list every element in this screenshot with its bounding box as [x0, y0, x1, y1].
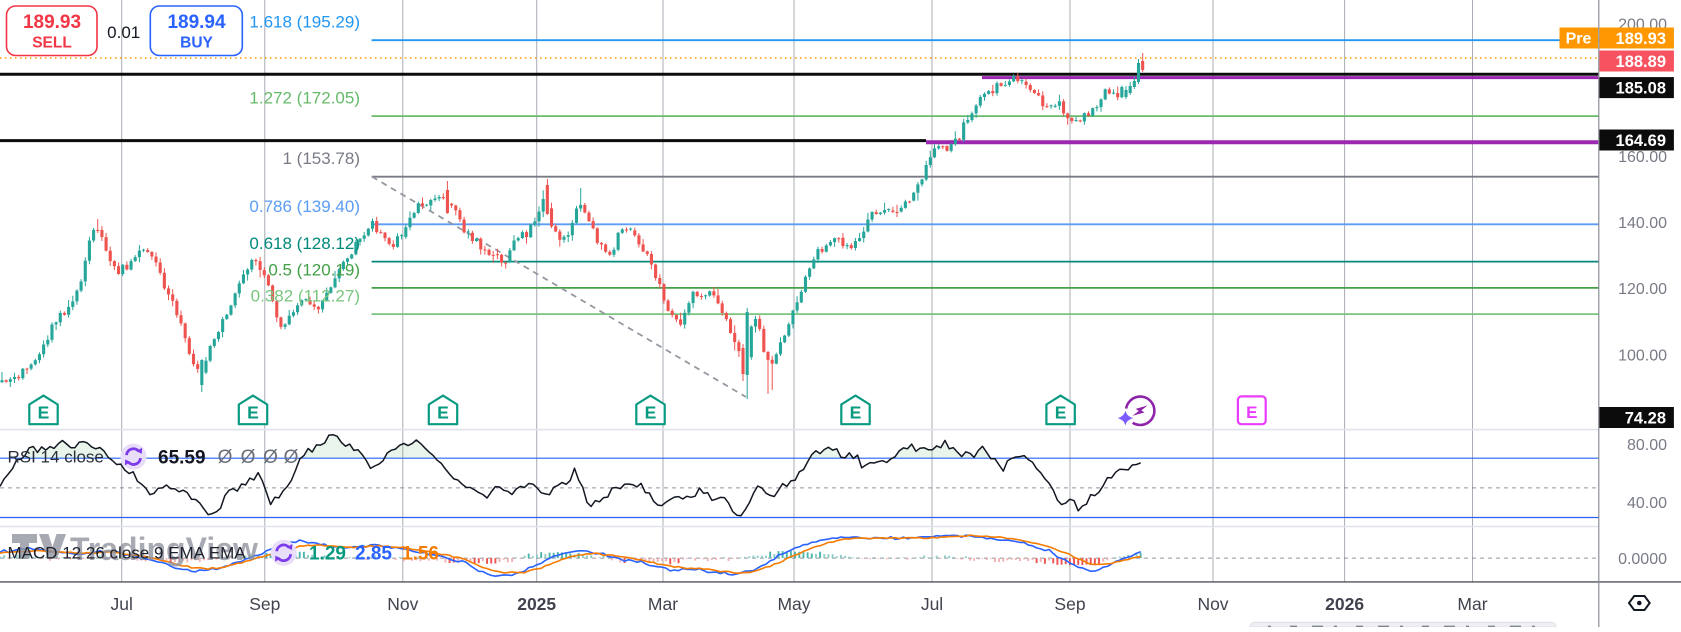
svg-text:185.08: 185.08: [1616, 79, 1666, 97]
svg-text:Jul: Jul: [111, 594, 133, 614]
svg-text:E: E: [38, 403, 50, 423]
svg-text:1.272 (172.05): 1.272 (172.05): [249, 89, 360, 108]
svg-text:TradingView: TradingView: [70, 531, 258, 567]
svg-text:Ø: Ø: [218, 447, 233, 468]
svg-text:0.01: 0.01: [107, 23, 140, 42]
svg-text:E: E: [247, 403, 259, 423]
svg-text:Sep: Sep: [1054, 594, 1085, 614]
svg-text:BUY: BUY: [180, 35, 213, 52]
svg-text:188.89: 188.89: [1616, 53, 1666, 71]
svg-text:1.29: 1.29: [309, 544, 346, 565]
svg-text:0.786 (139.40): 0.786 (139.40): [249, 197, 360, 216]
svg-text:E: E: [437, 403, 449, 423]
svg-text:0.618 (128.12): 0.618 (128.12): [249, 234, 360, 253]
svg-text:0.5 (120.19): 0.5 (120.19): [268, 260, 360, 279]
svg-text:2.85: 2.85: [355, 544, 392, 565]
svg-text:Mar: Mar: [1457, 594, 1487, 614]
svg-text:189.93: 189.93: [1616, 30, 1666, 48]
svg-text:Ø: Ø: [263, 447, 278, 468]
svg-text:E: E: [1246, 403, 1257, 422]
svg-text:160.00: 160.00: [1618, 149, 1667, 166]
svg-text:Sep: Sep: [249, 594, 280, 614]
svg-text:2026: 2026: [1325, 594, 1364, 614]
svg-text:0.0000: 0.0000: [1618, 551, 1667, 568]
svg-text:Nov: Nov: [1197, 594, 1228, 614]
svg-text:Nov: Nov: [387, 594, 418, 614]
svg-text:1.56: 1.56: [402, 544, 439, 565]
svg-text:189.93: 189.93: [23, 12, 81, 33]
svg-text:Jul: Jul: [921, 594, 943, 614]
svg-text:120.00: 120.00: [1618, 281, 1667, 298]
svg-text:189.94: 189.94: [167, 12, 226, 33]
svg-text:RSI 14 close: RSI 14 close: [8, 448, 104, 467]
svg-text:1.618 (195.29): 1.618 (195.29): [249, 13, 360, 32]
svg-text:Ø: Ø: [241, 447, 256, 468]
svg-text:2025: 2025: [517, 594, 556, 614]
svg-text:E: E: [645, 403, 657, 423]
svg-text:80.00: 80.00: [1627, 437, 1667, 454]
svg-text:Pre: Pre: [1566, 30, 1592, 47]
svg-text:74.28: 74.28: [1625, 409, 1666, 427]
svg-text:E: E: [850, 403, 862, 423]
svg-text:Ø: Ø: [284, 447, 299, 468]
svg-text:140.00: 140.00: [1618, 215, 1667, 232]
svg-text:MACD 12 26 close 9 EMA EMA: MACD 12 26 close 9 EMA EMA: [8, 544, 247, 563]
svg-text:0.382 (112.27): 0.382 (112.27): [251, 287, 360, 306]
svg-text:Mar: Mar: [648, 594, 678, 614]
svg-text:164.69: 164.69: [1616, 132, 1666, 150]
svg-text:May: May: [777, 594, 810, 614]
svg-text:65.59: 65.59: [158, 448, 206, 469]
svg-text:100.00: 100.00: [1618, 348, 1667, 365]
svg-text:E: E: [1055, 403, 1067, 423]
svg-text:SELL: SELL: [32, 35, 72, 52]
svg-text:40.00: 40.00: [1627, 495, 1667, 512]
svg-text:1 (153.78): 1 (153.78): [283, 149, 361, 168]
